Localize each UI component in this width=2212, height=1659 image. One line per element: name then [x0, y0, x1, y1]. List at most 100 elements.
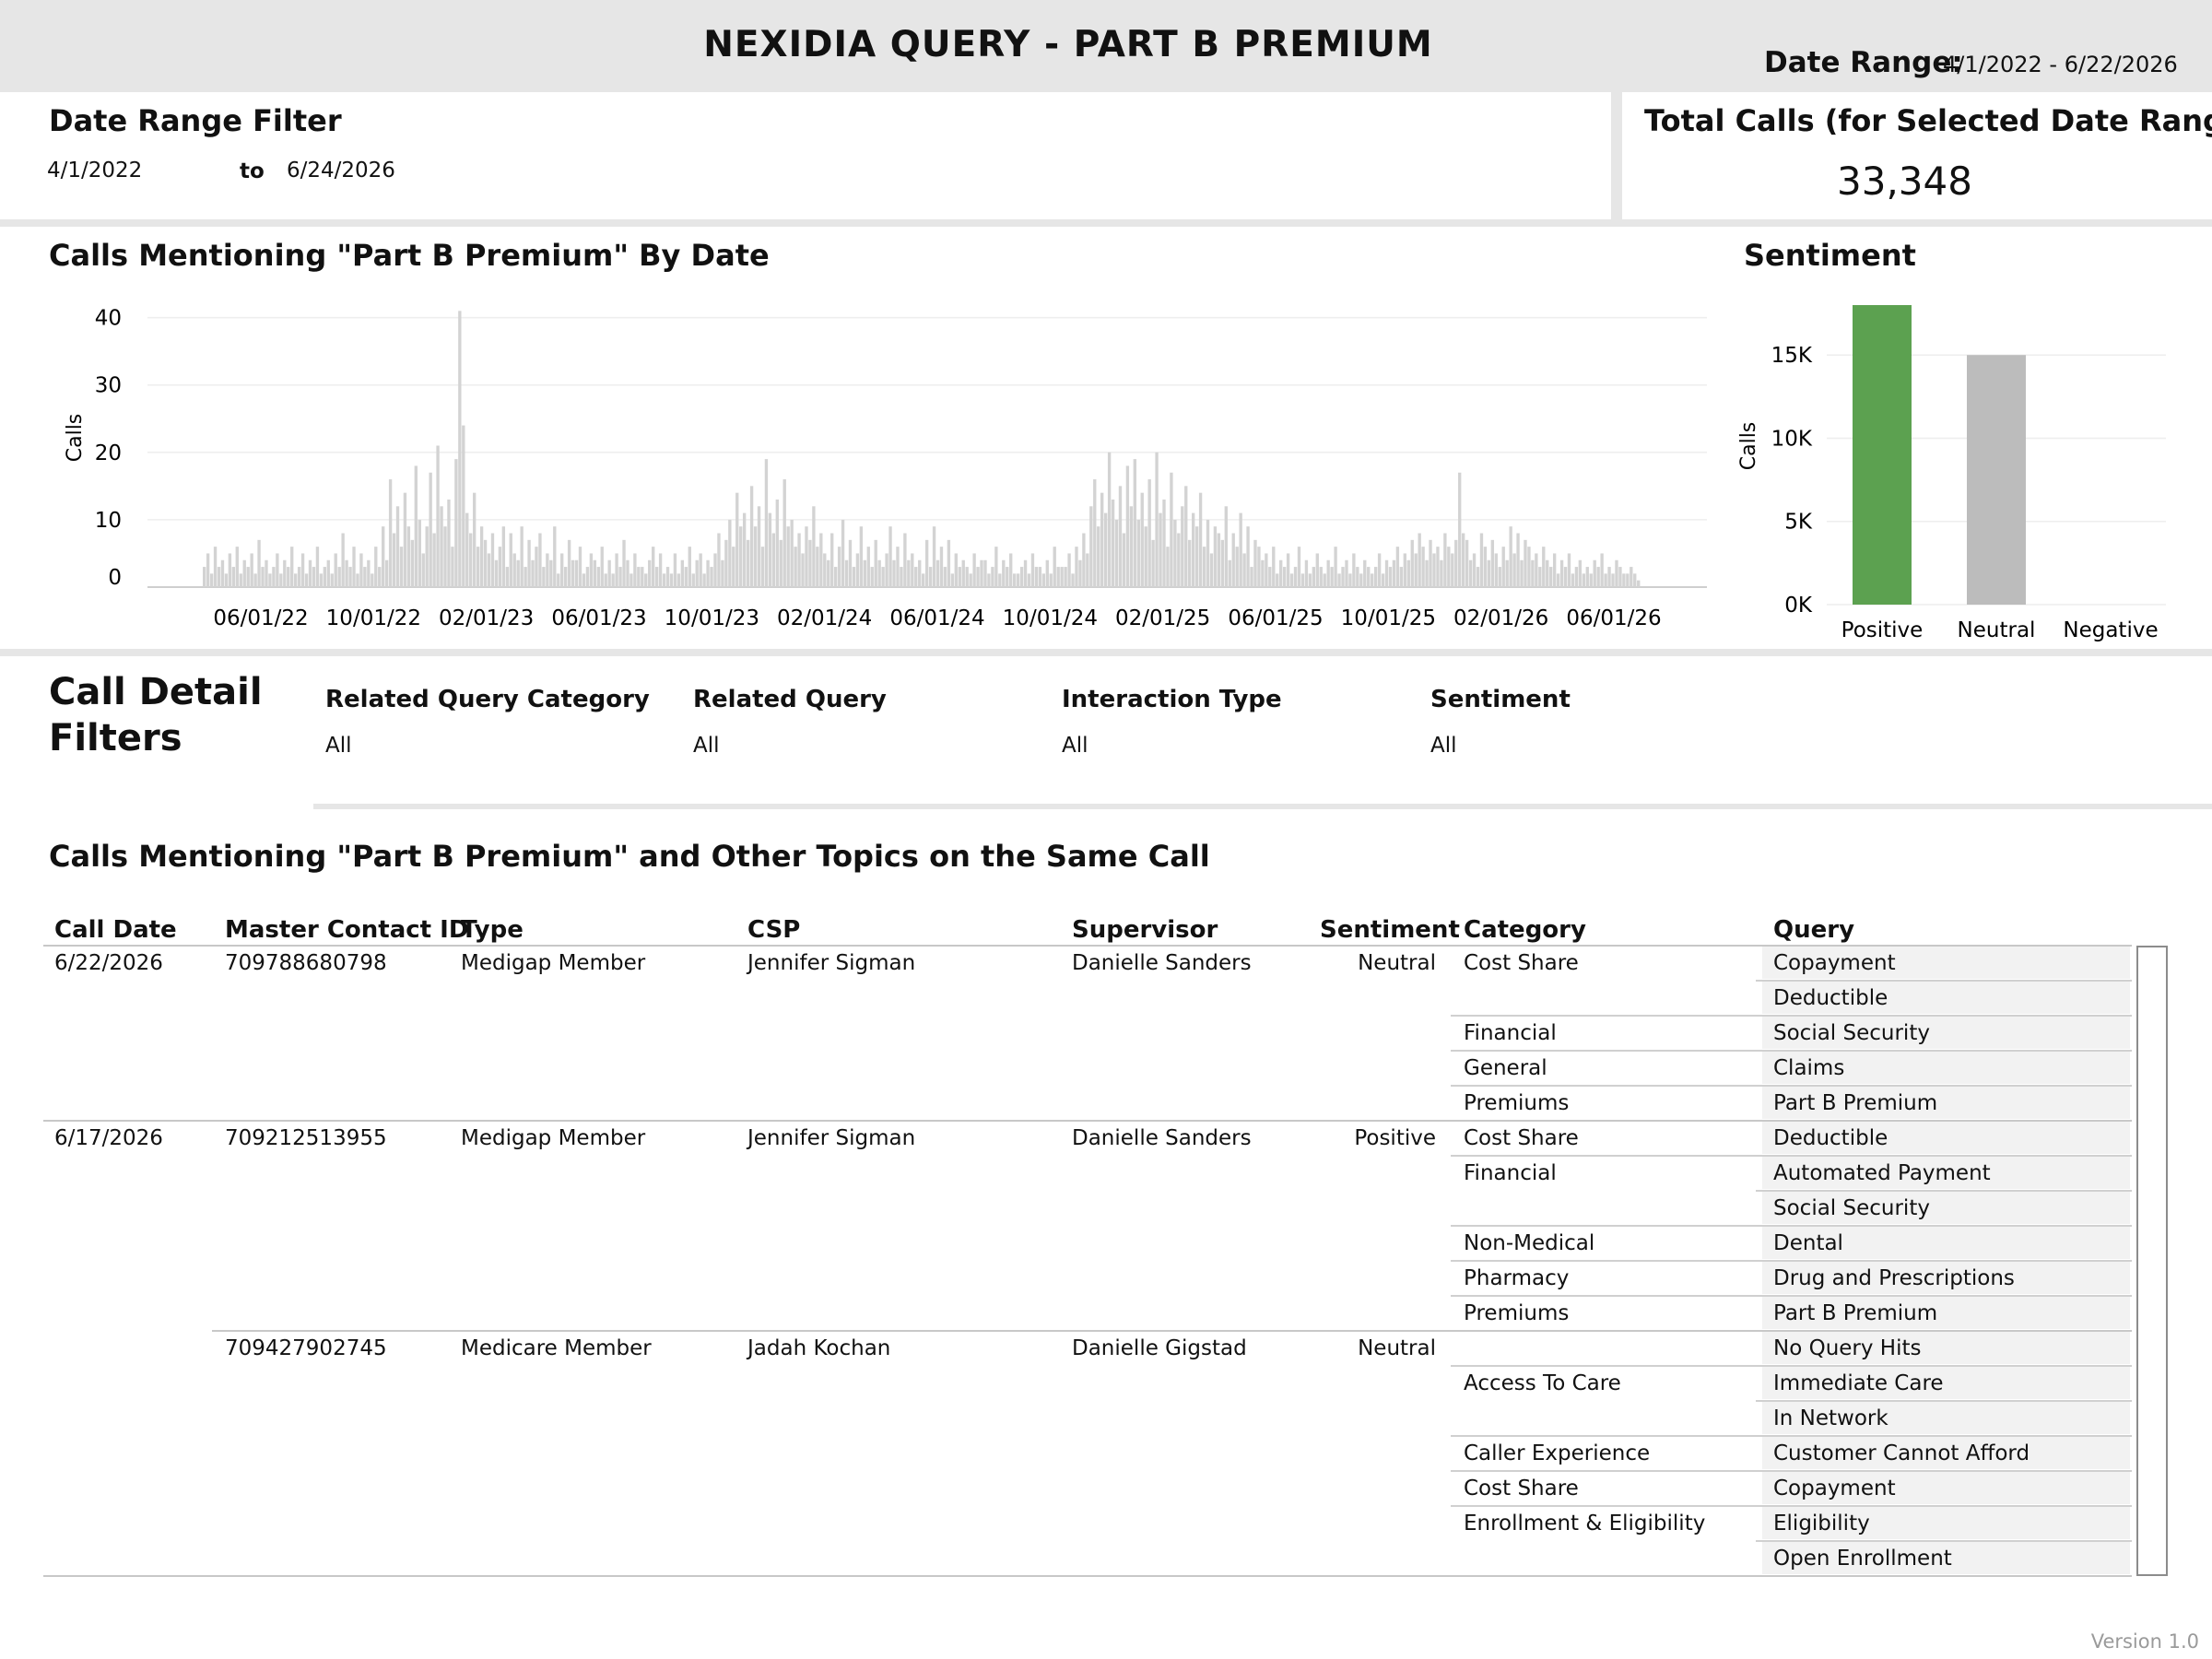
- daily-calls-bar[interactable]: [589, 553, 594, 587]
- daily-calls-bar[interactable]: [1159, 512, 1162, 587]
- daily-calls-bar[interactable]: [1151, 539, 1155, 587]
- daily-calls-bar[interactable]: [557, 573, 560, 587]
- cell-category[interactable]: Financial: [1464, 1021, 1557, 1045]
- daily-calls-bar[interactable]: [797, 533, 801, 587]
- daily-calls-bar[interactable]: [863, 559, 867, 587]
- daily-calls-bar[interactable]: [410, 539, 415, 587]
- daily-calls-bar[interactable]: [1140, 492, 1144, 587]
- daily-calls-bar[interactable]: [607, 559, 611, 587]
- cell-query[interactable]: Open Enrollment: [1773, 1547, 1952, 1571]
- cell-category[interactable]: Cost Share: [1464, 1477, 1579, 1500]
- daily-calls-bar[interactable]: [1487, 559, 1491, 587]
- daily-calls-bar[interactable]: [585, 567, 590, 587]
- cell-category[interactable]: Access To Care: [1464, 1371, 1621, 1395]
- daily-calls-bar[interactable]: [440, 506, 443, 587]
- daily-calls-bar[interactable]: [1129, 506, 1134, 587]
- daily-calls-bar[interactable]: [1016, 573, 1020, 587]
- daily-calls-bar[interactable]: [265, 559, 268, 587]
- daily-calls-bar[interactable]: [1312, 567, 1316, 587]
- daily-calls-bar[interactable]: [276, 553, 279, 587]
- daily-calls-bar[interactable]: [257, 539, 261, 587]
- daily-calls-bar[interactable]: [1220, 539, 1225, 587]
- cell-call-date[interactable]: 6/22/2026: [54, 951, 163, 975]
- daily-calls-bar[interactable]: [1265, 553, 1268, 587]
- daily-calls-bar[interactable]: [323, 567, 327, 587]
- daily-calls-bar[interactable]: [1276, 573, 1279, 587]
- cell-query[interactable]: Part B Premium: [1773, 1091, 1938, 1115]
- daily-calls-bar[interactable]: [749, 486, 754, 587]
- daily-calls-bar[interactable]: [742, 512, 747, 587]
- daily-calls-bar[interactable]: [641, 567, 644, 587]
- daily-calls-bar[interactable]: [571, 559, 575, 587]
- daily-calls-bar[interactable]: [224, 573, 229, 587]
- daily-calls-bar[interactable]: [1414, 553, 1418, 587]
- daily-calls-bar[interactable]: [1103, 512, 1108, 587]
- daily-calls-bar[interactable]: [662, 573, 666, 587]
- daily-calls-bar[interactable]: [717, 533, 721, 587]
- daily-calls-bar[interactable]: [1206, 519, 1210, 587]
- daily-calls-bar[interactable]: [272, 567, 276, 587]
- daily-calls-bar[interactable]: [382, 526, 385, 587]
- daily-calls-bar[interactable]: [1399, 567, 1404, 587]
- daily-calls-bar[interactable]: [253, 573, 257, 587]
- cell-category[interactable]: Non-Medical: [1464, 1231, 1595, 1255]
- daily-calls-bar[interactable]: [1334, 547, 1337, 587]
- daily-calls-bar[interactable]: [1451, 553, 1454, 587]
- cell-master-contact-id[interactable]: 709212513955: [225, 1126, 387, 1150]
- daily-calls-bar[interactable]: [1009, 553, 1013, 587]
- daily-calls-bar[interactable]: [896, 547, 900, 587]
- daily-calls-bar[interactable]: [1436, 547, 1440, 587]
- daily-calls-bar[interactable]: [816, 547, 819, 587]
- daily-calls-bar[interactable]: [648, 559, 652, 587]
- daily-calls-bar[interactable]: [596, 567, 600, 587]
- daily-calls-bar[interactable]: [1567, 553, 1571, 587]
- daily-calls-bar[interactable]: [469, 533, 473, 587]
- daily-calls-bar[interactable]: [1170, 472, 1173, 587]
- daily-calls-bar[interactable]: [654, 567, 659, 587]
- daily-calls-bar[interactable]: [1282, 567, 1287, 587]
- daily-calls-bar[interactable]: [775, 499, 779, 587]
- daily-calls-bar[interactable]: [1479, 533, 1484, 587]
- daily-calls-bar[interactable]: [1279, 559, 1283, 587]
- daily-calls-bar[interactable]: [626, 559, 629, 587]
- cell-query[interactable]: Automated Payment: [1773, 1161, 1991, 1185]
- daily-calls-bar[interactable]: [1002, 559, 1006, 587]
- daily-calls-bar[interactable]: [1341, 567, 1345, 587]
- daily-calls-bar[interactable]: [1585, 567, 1589, 587]
- column-header-sentiment[interactable]: Sentiment: [1320, 916, 1460, 944]
- cell-sentiment[interactable]: Positive: [1354, 1126, 1436, 1150]
- daily-calls-bar[interactable]: [1363, 559, 1367, 587]
- daily-calls-bar[interactable]: [994, 547, 998, 587]
- daily-calls-bar[interactable]: [451, 547, 454, 587]
- daily-calls-bar[interactable]: [1593, 559, 1596, 587]
- daily-calls-bar[interactable]: [1556, 573, 1560, 587]
- daily-calls-bar[interactable]: [1600, 553, 1604, 587]
- daily-calls-bar[interactable]: [582, 573, 586, 587]
- daily-calls-bar[interactable]: [535, 547, 538, 587]
- filter-interaction-type-dropdown[interactable]: All: [1062, 734, 1088, 758]
- daily-calls-bar[interactable]: [1392, 559, 1396, 587]
- cell-category[interactable]: Enrollment & Eligibility: [1464, 1512, 1706, 1535]
- daily-calls-bar[interactable]: [801, 553, 805, 587]
- daily-calls-bar[interactable]: [418, 519, 421, 587]
- cell-category[interactable]: Caller Experience: [1464, 1441, 1651, 1465]
- daily-calls-bar[interactable]: [261, 567, 265, 587]
- daily-calls-bar[interactable]: [1041, 573, 1046, 587]
- cell-query[interactable]: Drug and Prescriptions: [1773, 1266, 2015, 1290]
- cell-category[interactable]: Premiums: [1464, 1301, 1570, 1325]
- daily-calls-bar[interactable]: [935, 559, 940, 587]
- daily-calls-bar[interactable]: [1289, 573, 1294, 587]
- daily-calls-bar[interactable]: [1425, 559, 1429, 587]
- daily-calls-bar[interactable]: [1257, 547, 1261, 587]
- daily-calls-bar[interactable]: [637, 567, 641, 587]
- daily-calls-bar[interactable]: [695, 559, 699, 587]
- daily-calls-bar[interactable]: [903, 533, 907, 587]
- daily-calls-bar[interactable]: [753, 526, 758, 587]
- daily-calls-bar[interactable]: [520, 526, 524, 587]
- daily-calls-bar[interactable]: [969, 573, 972, 587]
- daily-calls-bar[interactable]: [844, 559, 849, 587]
- daily-calls-bar[interactable]: [1144, 526, 1147, 587]
- daily-calls-bar[interactable]: [1250, 567, 1253, 587]
- daily-calls-bar[interactable]: [600, 547, 604, 587]
- daily-calls-bar[interactable]: [505, 567, 509, 587]
